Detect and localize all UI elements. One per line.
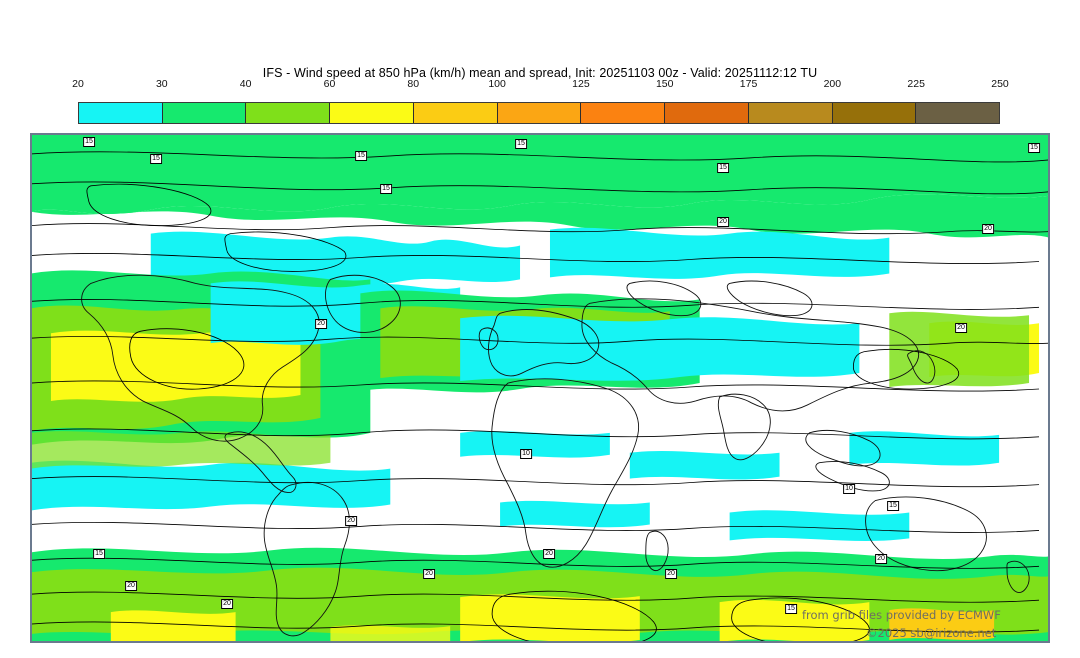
- map-canvas: [31, 134, 1049, 642]
- contour-label: 20: [315, 319, 327, 329]
- watermark-source: from grib files provided by ECMWF: [802, 608, 1001, 622]
- contour-label: 20: [423, 569, 435, 579]
- contour-label: 15: [887, 501, 899, 511]
- wind-speed-field: [31, 134, 1049, 642]
- spread-contours: [31, 151, 1049, 642]
- colorbar-segments: [78, 102, 1000, 124]
- contour-label: 20: [955, 323, 967, 333]
- colorbar-segment-8: [748, 103, 833, 123]
- colorbar-tick-labels: 20 30 40 60 80 100 125 150 175 200 225 250: [0, 78, 1080, 94]
- contour-label: 20: [345, 516, 357, 526]
- colorbar-segment-5: [497, 103, 582, 123]
- colorbar-tick-225: 225: [907, 78, 925, 90]
- colorbar-tick-60: 60: [323, 78, 336, 90]
- colorbar-tick-175: 175: [739, 78, 758, 90]
- colorbar-segment-9: [832, 103, 917, 123]
- colorbar-segment-7: [665, 103, 749, 123]
- colorbar-segment-2: [246, 103, 331, 123]
- contour-label: 15: [717, 163, 729, 173]
- contour-label: 15: [93, 549, 105, 559]
- contour-label: 10: [843, 484, 855, 494]
- contour-label: 20: [543, 549, 555, 559]
- colorbar-segment-1: [162, 103, 247, 123]
- contour-label: 15: [83, 137, 95, 147]
- contour-label: 15: [150, 154, 162, 164]
- colorbar-tick-20: 20: [72, 78, 84, 90]
- contour-label: 20: [221, 599, 233, 609]
- contour-label: 20: [125, 581, 137, 591]
- contour-label: 20: [717, 217, 729, 227]
- contour-label: 20: [875, 554, 887, 564]
- contour-label: 20: [982, 224, 994, 234]
- world-map[interactable]: 15 15 15 15 15 15 20 20 15 20 20 10 10 2…: [30, 133, 1050, 643]
- contour-label: 10: [520, 449, 532, 459]
- colorbar-tick-250: 250: [991, 78, 1009, 90]
- page-title: IFS - Wind speed at 850 hPa (km/h) mean …: [262, 66, 818, 80]
- colorbar-tick-80: 80: [407, 78, 420, 90]
- contour-label: 15: [355, 151, 367, 161]
- colorbar-segment-0: [79, 103, 163, 123]
- colorbar-segment-10: [916, 103, 1000, 123]
- colorbar: [78, 102, 1000, 124]
- colorbar-tick-100: 100: [488, 78, 506, 90]
- colorbar-segment-3: [330, 103, 414, 123]
- colorbar-tick-40: 40: [239, 78, 252, 90]
- contour-label: 20: [665, 569, 677, 579]
- watermark-copyright: ©2025 sb@irizone.net: [866, 626, 997, 640]
- contour-label: 15: [785, 604, 797, 614]
- colorbar-segment-4: [413, 103, 498, 123]
- colorbar-tick-200: 200: [823, 78, 842, 90]
- contour-label: 15: [515, 139, 527, 149]
- colorbar-segment-6: [581, 103, 666, 123]
- contour-label: 15: [1028, 143, 1040, 153]
- colorbar-tick-30: 30: [155, 78, 168, 90]
- colorbar-tick-125: 125: [572, 78, 590, 90]
- colorbar-tick-150: 150: [655, 78, 674, 90]
- contour-label: 15: [380, 184, 392, 194]
